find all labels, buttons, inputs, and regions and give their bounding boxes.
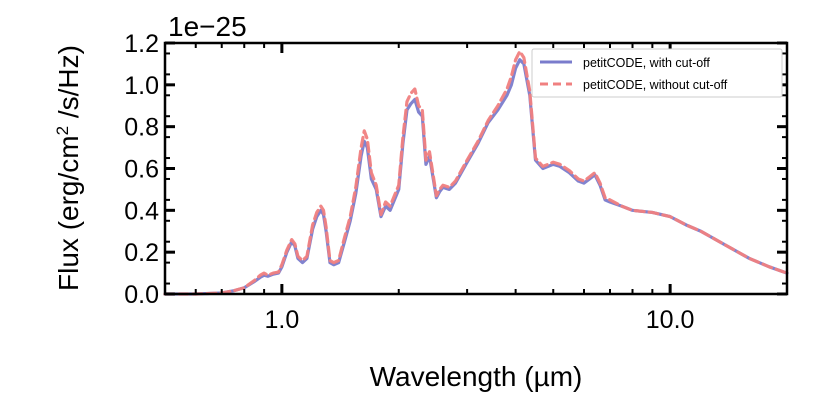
y-tick-label: 1.0 (124, 72, 159, 100)
series-layer (163, 49, 789, 296)
plot-frame (163, 41, 789, 296)
series-line-without-cutoff (163, 49, 789, 296)
legend-label-without-cutoff: petitCODE, without cut-off (583, 78, 728, 92)
y-axis-label: Flux (erg/cm2 /s/Hz) (53, 45, 84, 291)
x-tick-label: 1.0 (264, 306, 299, 334)
legend-label-with-cutoff: petitCODE, with cut-off (583, 56, 710, 70)
y-tick-label: 0.6 (124, 156, 159, 184)
legend: petitCODE, with cut-off petitCODE, witho… (531, 48, 783, 98)
y-tick-label: 0.8 (124, 114, 159, 142)
y-tick-label: 0.4 (124, 197, 159, 225)
legend-frame (531, 48, 783, 98)
x-tick-label: 10.0 (646, 306, 695, 334)
y-tick-label: 0.0 (124, 281, 159, 309)
y-offset-label: 1e−25 (168, 11, 247, 42)
x-axis-label: Wavelength (µm) (370, 361, 583, 392)
y-axis-label-suffix: /s/Hz) (53, 45, 84, 126)
y-tick-label: 0.2 (124, 239, 159, 267)
y-tick-label: 1.2 (124, 30, 159, 58)
y-axis-label-superscript: 2 (53, 126, 72, 135)
ticks-layer: 0.0 0.2 0.4 0.6 0.8 1.0 1.2 1.0 10.0 (124, 30, 787, 334)
y-axis-label-prefix: Flux (erg/cm (53, 135, 84, 291)
